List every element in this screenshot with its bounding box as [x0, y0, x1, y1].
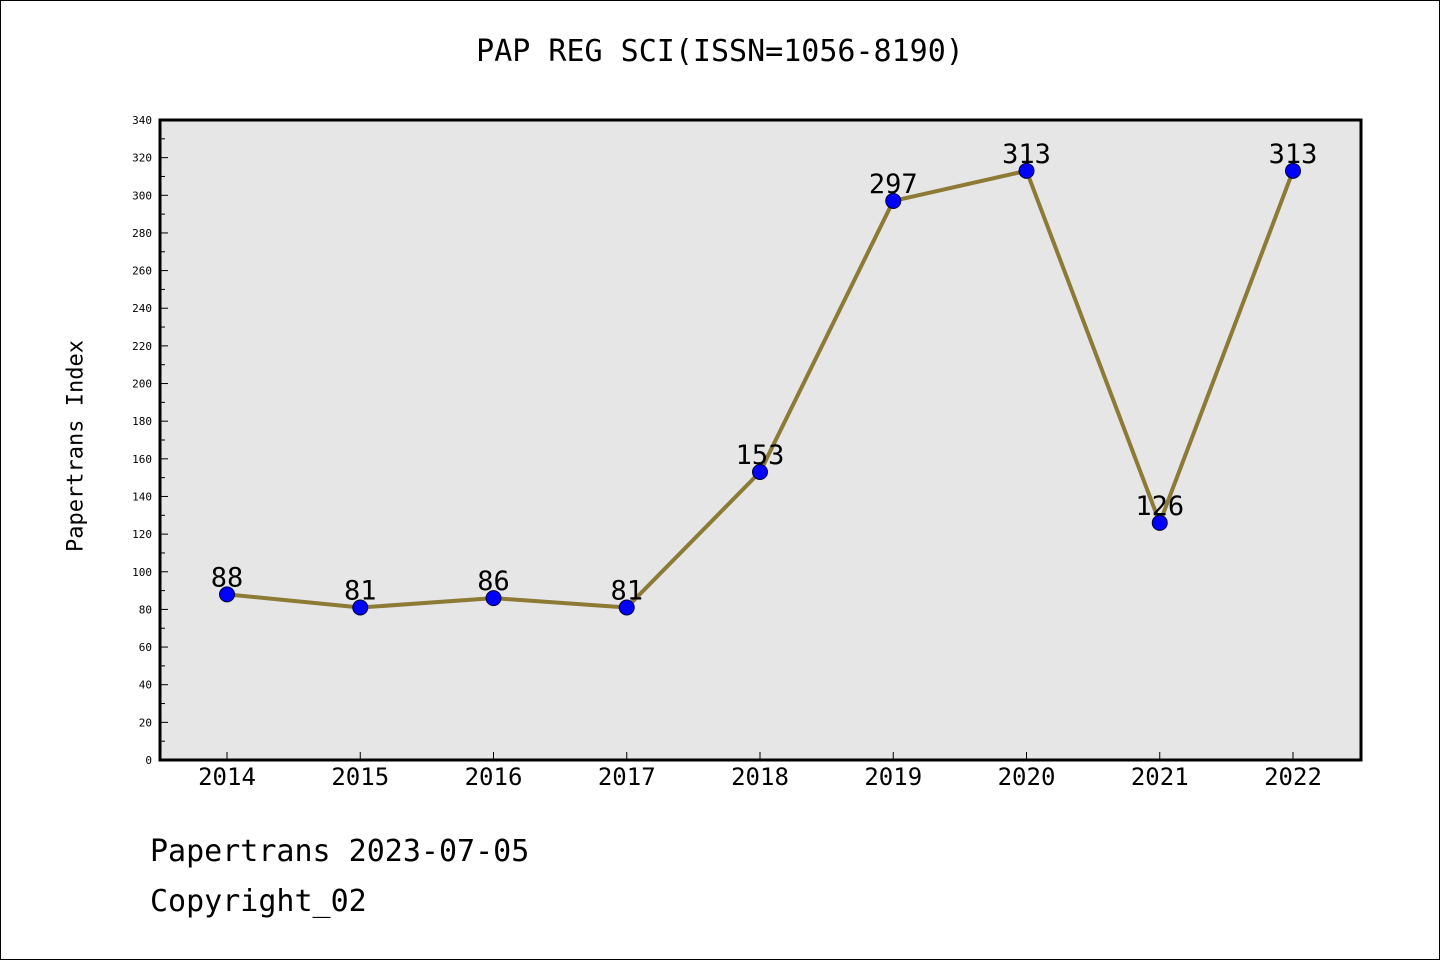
x-tick-label: 2020 [998, 763, 1056, 791]
data-point [485, 590, 502, 607]
data-label: 297 [869, 169, 918, 200]
y-tick-label: 340 [132, 114, 152, 127]
y-tick-label: 180 [132, 415, 152, 428]
data-point [219, 586, 235, 603]
y-tick-label: 120 [132, 528, 152, 541]
y-tick-label: 60 [139, 641, 152, 654]
data-label: 153 [736, 440, 785, 471]
data-label: 313 [1002, 139, 1051, 170]
x-tick-label: 2021 [1131, 763, 1189, 791]
series-layer: 88 81 86 81 153 297 313 126 313 [211, 139, 1318, 616]
plot-area [160, 120, 1361, 760]
y-tick-label: 140 [132, 490, 152, 503]
y-tick-label: 80 [139, 603, 152, 616]
y-tick-label: 220 [132, 340, 152, 353]
x-tick-label: 2022 [1264, 763, 1322, 791]
footer-source-date: Papertrans 2023-07-05 [150, 834, 530, 869]
footer-copyright: Copyright_02 [150, 884, 367, 919]
data-point [352, 599, 369, 616]
x-tick-label: 2018 [731, 763, 789, 791]
data-label: 313 [1269, 139, 1318, 170]
data-point [885, 192, 902, 209]
x-tick-label: 2014 [198, 763, 256, 791]
data-point [752, 464, 768, 480]
y-tick-label: 100 [132, 566, 152, 579]
x-tick-label: 2017 [598, 763, 656, 791]
y-axis: 0 20 40 60 80 100 120 140 160 180 200 220 240 260 280 3… [132, 114, 168, 767]
y-tick-label: 280 [132, 227, 152, 240]
x-tick-label: 2019 [864, 763, 922, 791]
x-tick-label: 2015 [331, 763, 389, 791]
data-label: 81 [344, 576, 377, 607]
data-point [1151, 514, 1168, 531]
x-axis: 2014 2015 2016 2017 2018 2019 2020 2021 2022 [198, 752, 1322, 791]
y-tick-label: 0 [145, 754, 152, 767]
y-tick-label: 240 [132, 302, 152, 315]
y-tick-label: 160 [132, 453, 152, 466]
chart-title: PAP REG SCI(ISSN=1056-8190) [476, 34, 964, 69]
data-point [1018, 162, 1035, 179]
y-tick-label: 20 [139, 716, 152, 729]
data-label: 86 [477, 566, 510, 597]
y-tick-label: 260 [132, 265, 152, 278]
data-label: 88 [211, 562, 244, 593]
data-label: 81 [610, 576, 643, 607]
data-point [1285, 162, 1301, 179]
plot-border [158, 118, 1363, 762]
y-tick-label: 40 [139, 679, 152, 692]
y-tick-label: 200 [132, 378, 152, 391]
y-tick-label: 320 [132, 152, 152, 165]
y-tick-label: 300 [132, 189, 152, 202]
data-point [618, 599, 635, 616]
x-tick-label: 2016 [465, 763, 523, 791]
data-label: 126 [1135, 491, 1184, 522]
